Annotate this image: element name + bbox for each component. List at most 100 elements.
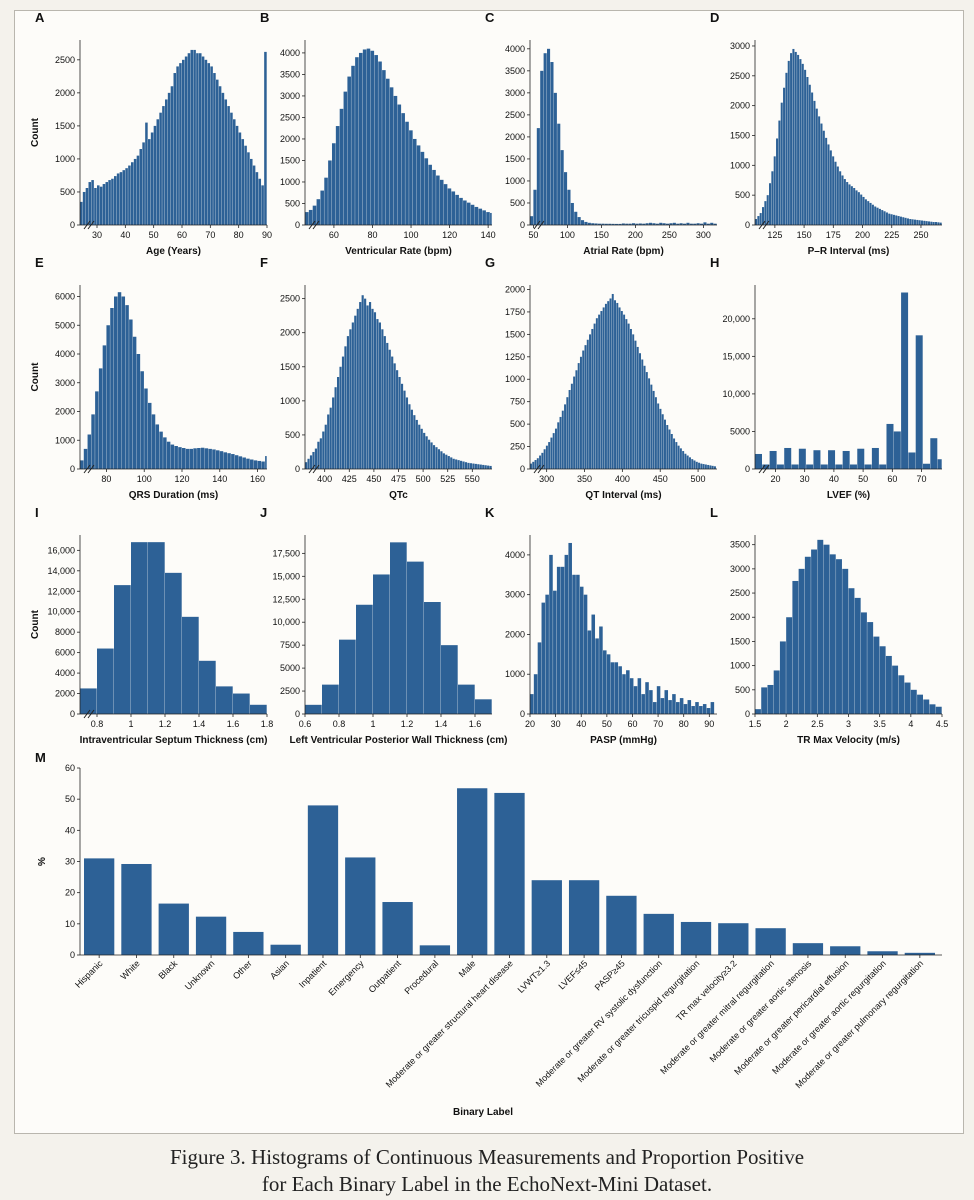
bar — [125, 305, 129, 470]
bar — [457, 460, 460, 469]
bar — [309, 455, 313, 469]
y-tick-label: 1000 — [55, 435, 75, 445]
bar — [794, 51, 797, 225]
y-tick-label: 7500 — [280, 640, 300, 650]
bar — [487, 465, 490, 469]
bar — [755, 928, 786, 955]
panel-l: L 0 500 1000 1500 2000 2500 3000 3500 1.5 2 2.5 3 3.5… — [710, 505, 948, 746]
bar — [798, 448, 806, 469]
bar — [361, 295, 364, 469]
y-tick-label: 5000 — [55, 320, 75, 330]
bar — [305, 462, 308, 469]
bar — [484, 465, 487, 469]
bar — [534, 460, 537, 469]
bar — [253, 460, 258, 470]
bar — [670, 434, 673, 469]
y-tick-label: 30 — [65, 857, 75, 867]
bar — [345, 857, 376, 955]
x-tick-label: 250 — [662, 230, 677, 240]
y-tick-label: 2000 — [505, 284, 525, 294]
bar — [428, 439, 431, 469]
bar — [591, 614, 596, 714]
bar — [939, 222, 942, 225]
bar — [97, 185, 100, 225]
bar — [625, 319, 628, 469]
y-tick-label: 500 — [735, 685, 750, 695]
y-tick-label: 0 — [745, 464, 750, 474]
bar — [817, 539, 824, 714]
bar — [675, 442, 678, 469]
bar — [666, 223, 670, 225]
bar — [227, 453, 231, 469]
bar — [929, 704, 936, 714]
bar — [467, 462, 470, 469]
y-tick-label: 0 — [520, 709, 525, 719]
bar — [839, 171, 842, 225]
x-tick-label: 3.5 — [873, 719, 886, 729]
panel-m: M 0 10 20 30 40 50 60 Hispanic White Black Unknown O… — [35, 750, 942, 1118]
x-tick-label: 450 — [366, 474, 381, 484]
bar — [163, 437, 167, 470]
bar — [937, 459, 942, 469]
x-tick-label: 90 — [704, 719, 714, 729]
bar — [125, 168, 128, 225]
y-tick-label: 1000 — [280, 396, 300, 406]
bar — [460, 460, 463, 469]
y-tick-label: 2500 — [730, 71, 750, 81]
bar — [401, 113, 405, 225]
bar — [564, 554, 569, 714]
bar — [373, 312, 377, 469]
bar — [761, 687, 768, 714]
bar — [151, 414, 156, 470]
bar — [536, 458, 539, 469]
bar — [576, 574, 580, 714]
bar — [435, 447, 438, 469]
panel-label: B — [260, 10, 269, 25]
y-tick-label: 2500 — [730, 588, 750, 598]
bar — [210, 66, 213, 226]
bar — [420, 151, 425, 225]
y-axis-label: Count — [30, 609, 41, 639]
y-tick-label: 1500 — [505, 329, 525, 339]
bar — [937, 222, 940, 225]
y-tick-label: 0 — [295, 464, 300, 474]
bar — [393, 363, 396, 469]
bar — [355, 57, 359, 226]
bar — [218, 86, 222, 225]
bar — [691, 459, 694, 469]
axis-break-mark — [533, 220, 545, 230]
bar — [261, 461, 265, 469]
bar — [676, 702, 680, 714]
x-tick-label: 1.4 — [435, 719, 448, 729]
bar — [695, 461, 698, 469]
bar — [869, 202, 872, 225]
bar — [173, 73, 177, 225]
bar — [762, 207, 765, 225]
bar — [382, 902, 413, 955]
bar — [197, 448, 201, 469]
x-tick-label: 450 — [653, 474, 668, 484]
bar — [842, 450, 850, 469]
y-tick-label: 500 — [60, 187, 75, 197]
bar — [445, 454, 448, 469]
x-tick-label: 4.5 — [936, 719, 949, 729]
bar — [410, 409, 413, 469]
x-tick-label: 20 — [770, 474, 780, 484]
bar — [553, 590, 557, 714]
bar — [635, 223, 639, 225]
bar — [901, 292, 909, 469]
bar — [201, 56, 205, 225]
bar — [184, 56, 188, 225]
x-tick-label: 1.5 — [749, 719, 762, 729]
bar — [602, 307, 605, 469]
bar — [611, 223, 615, 225]
bar — [820, 123, 823, 225]
y-tick-label: 1000 — [505, 669, 525, 679]
bar — [400, 383, 404, 469]
bar — [629, 328, 632, 469]
bar — [773, 156, 776, 225]
axis-break-mark — [308, 464, 320, 474]
bar — [106, 325, 110, 469]
bar — [879, 464, 887, 469]
bar — [604, 223, 608, 225]
